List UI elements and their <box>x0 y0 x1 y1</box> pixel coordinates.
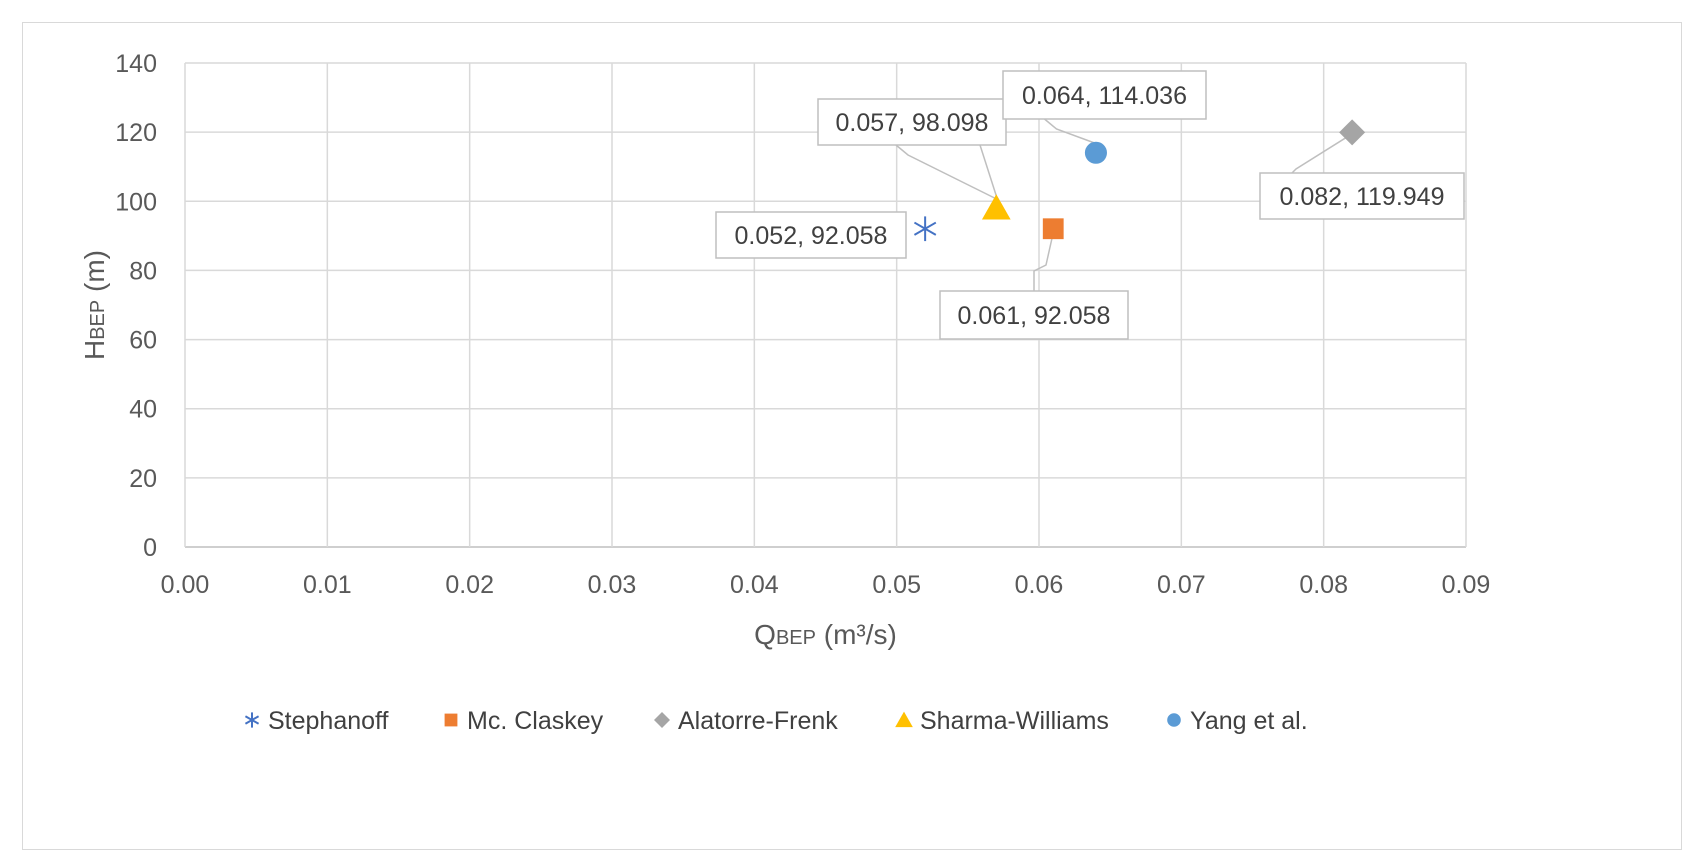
data-label-box <box>939 290 1129 340</box>
legend-marker <box>244 712 260 728</box>
data-label-text: 0.082, 119.949 <box>1280 183 1445 211</box>
legend: Stephanoff Mc. Claskey Alatorre-Frenk Sharm… <box>244 707 1308 735</box>
data-label: 0.061, 92.058 <box>939 290 1129 340</box>
callout-leader <box>1291 135 1349 174</box>
data-label-box <box>817 98 1007 146</box>
x-tick-label: 0.06 <box>1015 571 1064 599</box>
y-tick-label: 140 <box>115 50 157 78</box>
chart-frame <box>22 22 1682 850</box>
x-axis-title-sub: BEP <box>776 627 816 649</box>
x-tick-label: 0.03 <box>588 571 637 599</box>
x-axis-title-main: Q <box>754 619 776 650</box>
callout-leader <box>895 144 995 199</box>
legend-item-stephanoff: Stephanoff <box>244 707 389 735</box>
y-tick-label: 120 <box>115 119 157 147</box>
legend-item-sharma-williams: Sharma-Williams <box>895 707 1109 735</box>
data-label: 0.052, 92.058 <box>715 211 907 259</box>
data-label-text: 0.052, 92.058 <box>735 222 888 250</box>
data-points <box>913 119 1366 242</box>
callout-leaders <box>895 118 1349 291</box>
legend-marker <box>895 711 913 728</box>
legend-label: Sharma-Williams <box>920 707 1109 735</box>
x-axis-title-unit: (m³/s) <box>816 619 897 650</box>
data-point-mc-claskey <box>1042 218 1064 240</box>
x-tick-label: 0.04 <box>730 571 779 599</box>
tick-labels: 0 20 40 60 80 100 120 140 0.00 0.01 0.02 0.03 0.04 0.… <box>115 50 1490 599</box>
data-point-stephanoff <box>913 216 937 242</box>
legend-item-mc-claskey: Mc. Claskey <box>444 707 604 735</box>
y-tick-label: 60 <box>129 327 157 355</box>
data-label-box <box>1002 70 1207 120</box>
legend-marker <box>1167 713 1181 727</box>
data-label: 0.064, 114.036 <box>1002 70 1207 120</box>
data-label: 0.057, 98.098 <box>817 98 1007 146</box>
legend-label: Mc. Claskey <box>467 707 604 735</box>
data-label-text: 0.061, 92.058 <box>958 302 1111 330</box>
legend-marker <box>654 712 670 728</box>
x-tick-label: 0.08 <box>1299 571 1348 599</box>
data-point-alatorre-frenk <box>1339 119 1366 146</box>
y-tick-label: 20 <box>129 465 157 493</box>
data-point-yang-et-al- <box>1084 141 1107 164</box>
y-axis-title-main: H <box>79 340 110 360</box>
data-label: 0.082, 119.949 <box>1259 172 1465 220</box>
legend-label: Stephanoff <box>268 707 389 735</box>
callout-leader <box>1033 232 1054 291</box>
x-tick-label: 0.01 <box>303 571 352 599</box>
legend-item-alatorre-frenk: Alatorre-Frenk <box>654 707 838 735</box>
legend-item-yang-et-al-: Yang et al. <box>1167 707 1308 735</box>
callout-leader <box>1044 118 1095 144</box>
data-label-box <box>1259 172 1465 220</box>
legend-label: Alatorre-Frenk <box>678 707 838 735</box>
x-axis-title: QBEP (m³/s) <box>754 619 897 650</box>
legend-label: Yang et al. <box>1190 707 1308 735</box>
x-tick-label: 0.09 <box>1442 571 1491 599</box>
x-tick-label: 0.00 <box>161 571 210 599</box>
axis-titles: QBEP (m³/s) HBEP (m) <box>79 250 897 650</box>
data-callouts: 0.052, 92.058 0.061, 92.058 0.082, 119.949… <box>715 70 1465 340</box>
y-axis-title-sub: BEP <box>87 300 109 340</box>
y-axis-title: HBEP (m) <box>79 250 110 360</box>
x-tick-label: 0.07 <box>1157 571 1206 599</box>
x-tick-label: 0.05 <box>872 571 921 599</box>
y-tick-label: 0 <box>143 534 157 562</box>
y-tick-label: 40 <box>129 396 157 424</box>
x-tick-label: 0.02 <box>445 571 494 599</box>
y-tick-label: 100 <box>115 188 157 216</box>
y-tick-label: 80 <box>129 257 157 285</box>
data-label-text: 0.057, 98.098 <box>836 109 989 137</box>
callout-leader <box>979 144 998 197</box>
y-axis-title-unit: (m) <box>79 250 110 300</box>
data-point-sharma-williams <box>981 194 1011 220</box>
data-label-box <box>715 211 907 259</box>
data-label-text: 0.064, 114.036 <box>1022 82 1187 110</box>
legend-marker <box>444 713 458 727</box>
